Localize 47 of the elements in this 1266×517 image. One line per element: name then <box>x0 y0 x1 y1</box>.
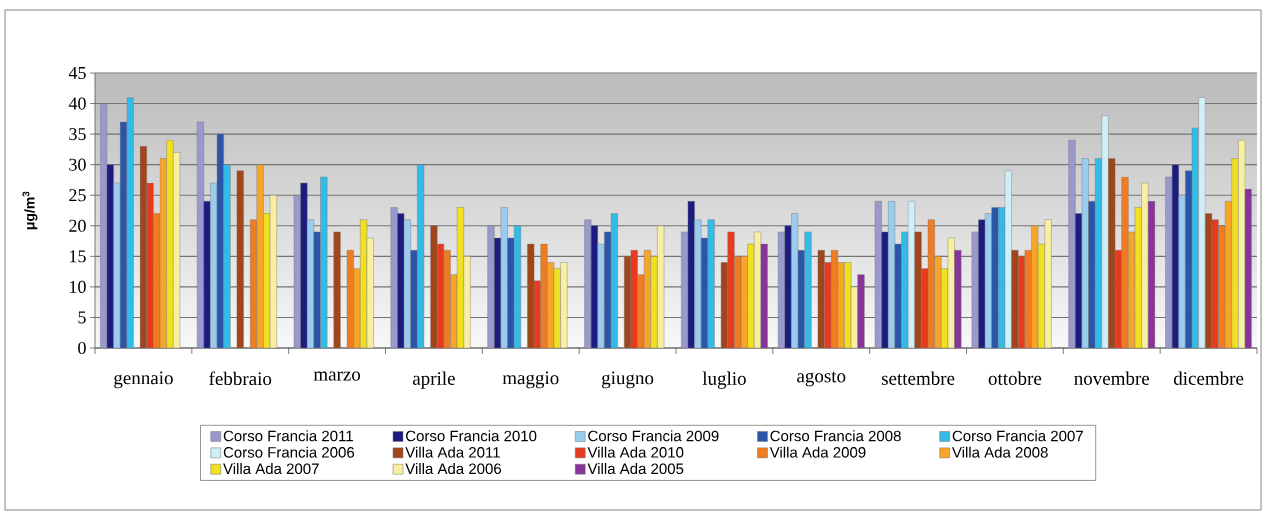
legend-label: Corso Francia 2007 <box>952 430 1083 442</box>
x-tick-label: marzo <box>313 371 361 381</box>
bar <box>126 97 134 348</box>
y-tick-label: 40 <box>68 97 86 110</box>
legend-label: Corso Francia 2010 <box>406 430 537 442</box>
y-tick-label: 15 <box>70 250 86 263</box>
y-tick-label: 0 <box>78 341 86 355</box>
legend-label: Villa Ada 2010 <box>587 446 684 458</box>
y-tick-label: 20 <box>69 219 86 232</box>
y-tick-label: 45 <box>68 66 86 80</box>
x-tick-label: dicembre <box>1173 371 1244 385</box>
legend-label: Villa Ada 2007 <box>223 463 319 475</box>
bar <box>1068 140 1076 348</box>
legend-label: Villa Ada 2009 <box>769 446 866 458</box>
y-tick-label: 35 <box>69 128 86 141</box>
y-tick-label: 30 <box>69 158 86 171</box>
bar <box>784 225 792 348</box>
y-tick-label: 5 <box>78 311 86 324</box>
x-tick-label: settembre <box>881 371 955 385</box>
bar <box>223 164 231 348</box>
legend-label: Corso Francia 2009 <box>588 430 719 442</box>
y-axis-title: μg/m$^{3}$ <box>22 191 38 230</box>
legend-label: Villa Ada 2011 <box>405 446 500 458</box>
legend-label: Corso Francia 2011 <box>223 430 353 442</box>
y-tick-label: 25 <box>69 189 86 202</box>
bar <box>707 219 715 348</box>
bar <box>203 201 211 348</box>
bar <box>1198 97 1206 348</box>
bar <box>1101 115 1109 348</box>
x-tick-label: luglio <box>702 371 746 389</box>
x-tick-label: ottobre <box>988 371 1042 385</box>
legend-label: Corso Francia 2006 <box>223 446 355 458</box>
x-tick-label: gennaio <box>114 371 173 389</box>
x-tick-label: maggio <box>502 371 559 389</box>
legend-label: Corso Francia 2008 <box>770 430 901 442</box>
y-tick-label: 10 <box>70 280 86 293</box>
x-tick-label: febbraio <box>209 371 272 386</box>
bar <box>694 219 702 348</box>
legend-label: Villa Ada 2006 <box>405 463 502 475</box>
bar <box>487 225 495 348</box>
x-tick-label: agosto <box>797 371 846 387</box>
x-tick-label: aprile <box>412 371 455 389</box>
legend-label: Villa Ada 2005 <box>587 463 684 475</box>
x-tick-label: novembre <box>1074 371 1150 385</box>
bar <box>1178 195 1186 348</box>
legend-label: Villa Ada 2008 <box>952 446 1048 458</box>
x-tick-label: giugno <box>602 371 654 389</box>
